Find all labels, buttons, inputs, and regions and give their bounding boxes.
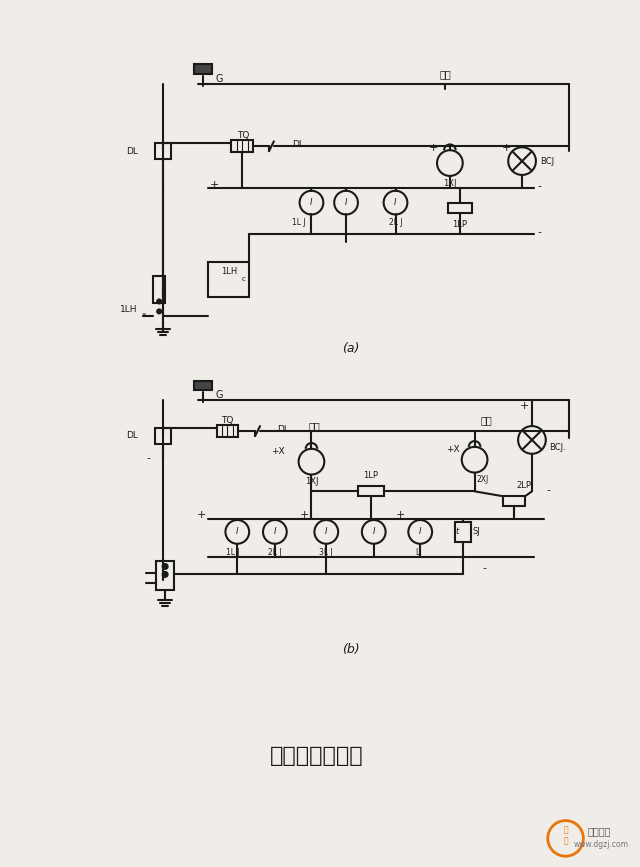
Text: +: + [502,143,511,153]
Text: -: - [147,453,150,463]
Text: +: + [396,510,405,520]
Circle shape [163,564,168,569]
Text: TQ: TQ [237,132,250,140]
Bar [156,428,171,444]
Bar [194,64,212,74]
Bar [232,140,253,153]
Bar [207,262,249,297]
Bar [194,381,212,390]
Bar [156,143,171,160]
Circle shape [157,310,161,313]
Bar [455,522,470,542]
Text: -: - [483,564,486,573]
Text: t: t [455,527,458,537]
Text: (b): (b) [342,643,360,656]
Text: 2L J: 2L J [388,218,403,227]
Text: DL: DL [127,432,138,440]
Bar [156,561,174,590]
Text: +: + [300,510,309,520]
Text: www.dgzj.com: www.dgzj.com [573,840,628,849]
Text: +X: +X [446,446,460,454]
Text: I: I [310,199,313,207]
Text: +X: +X [271,447,285,456]
Text: 1LH: 1LH [120,305,138,314]
Text: c: c [241,276,245,282]
Bar [153,276,165,303]
Text: LJ: LJ [415,548,422,557]
Circle shape [163,572,168,577]
Text: 1LP: 1LP [452,220,467,230]
Text: SJ: SJ [472,527,481,537]
Text: I: I [274,527,276,537]
Text: I: I [419,527,422,537]
Text: 信号: 信号 [481,415,492,425]
Text: 信号: 信号 [439,69,451,79]
Text: 电工之家: 电工之家 [588,826,611,837]
Bar [358,486,383,496]
Text: 3L J: 3L J [319,548,333,557]
Text: 1LP: 1LP [364,472,378,480]
Text: 2L J: 2L J [268,548,282,557]
Text: I: I [325,527,328,537]
Text: 电流速断原理图: 电流速断原理图 [269,746,364,766]
Text: -: - [547,486,551,495]
Bar [216,425,238,437]
Text: 1LH: 1LH [221,267,237,277]
Text: -: - [538,227,542,238]
Text: 1XJ: 1XJ [443,179,456,188]
Text: I: I [345,199,348,207]
Text: a: a [141,312,146,318]
Text: 1L J: 1L J [225,548,239,557]
Bar [503,496,525,506]
Text: +: + [210,179,219,190]
Text: +: + [519,401,529,411]
Text: +: + [428,143,438,153]
Text: 信号: 信号 [308,421,320,431]
Text: DL: DL [292,140,303,149]
Text: -: - [538,181,542,191]
Text: 2XJ: 2XJ [477,474,489,484]
Text: G: G [216,74,223,84]
Text: 1L J: 1L J [292,218,305,227]
Text: 电
工: 电 工 [563,825,568,845]
Text: I: I [394,199,397,207]
Text: 1XJ: 1XJ [305,478,318,486]
Text: I: I [372,527,375,537]
Text: BCJ.: BCJ. [548,443,566,453]
Text: I: I [236,527,239,537]
Text: (a): (a) [342,342,360,355]
Circle shape [157,299,161,303]
Text: +: + [196,510,205,520]
Text: 2LP: 2LP [516,481,531,491]
Bar [448,203,472,212]
Text: TQ: TQ [221,416,234,425]
Text: DL: DL [277,425,289,434]
Text: BCJ: BCJ [540,157,554,166]
Text: G: G [216,390,223,401]
Text: DL: DL [127,147,138,156]
